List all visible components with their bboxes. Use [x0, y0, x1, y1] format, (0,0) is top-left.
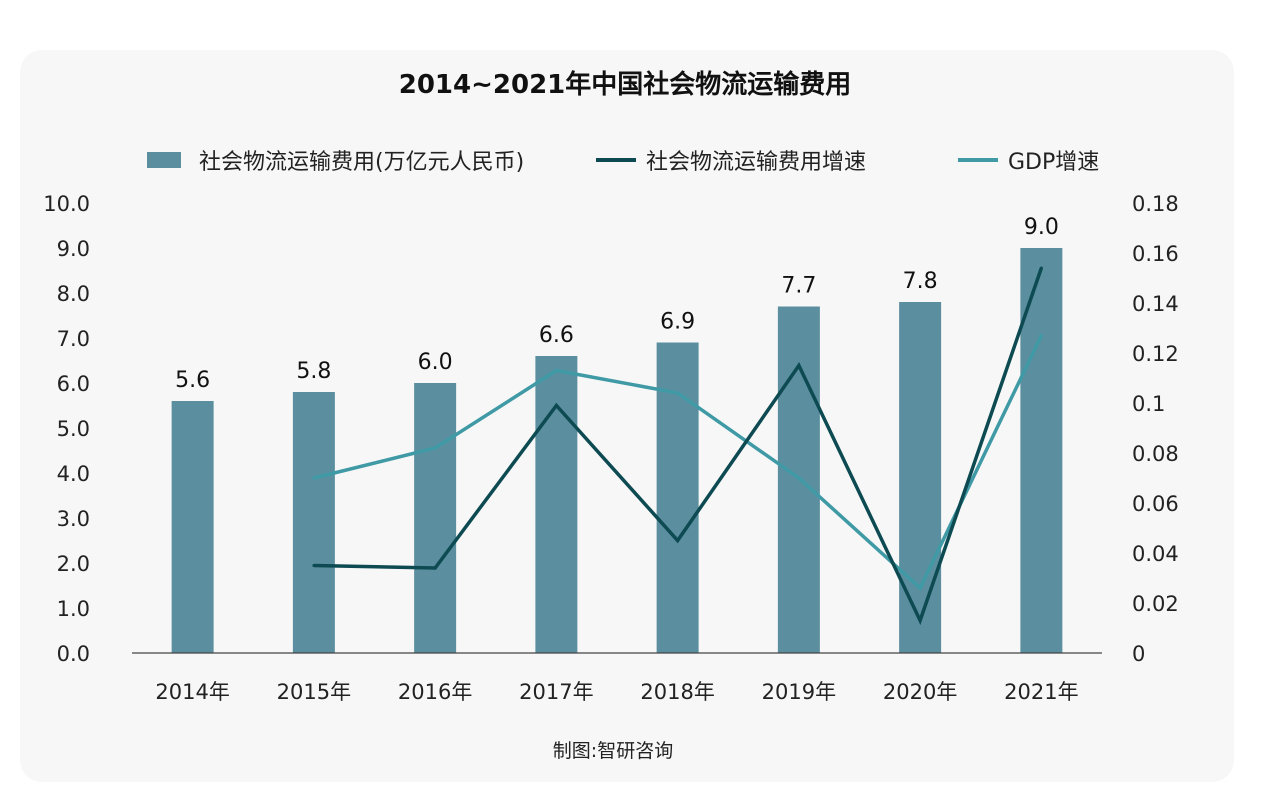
bar [535, 356, 578, 653]
point-cost-growth [433, 566, 437, 570]
bar [414, 383, 457, 653]
bar-data-label: 6.6 [539, 323, 574, 348]
point-cost-growth [676, 539, 680, 542]
bar [292, 392, 335, 653]
y-right-tick-label: 0 [1132, 642, 1145, 666]
legend-label-cost-growth: 社会物流运输费用增速 [646, 150, 867, 175]
point-gdp-growth [433, 446, 437, 450]
y-right-tick-label: 0.04 [1132, 542, 1179, 566]
y-right-tick-label: 0.02 [1132, 592, 1179, 616]
y-right-tick-label: 0.1 [1132, 392, 1165, 416]
chart-title: 2014~2021年中国社会物流运输费用 [398, 70, 852, 100]
y-left-tick-label: 2.0 [57, 552, 90, 576]
y-left-tick-label: 4.0 [57, 462, 90, 486]
point-gdp-growth [1039, 334, 1043, 337]
legend-swatch-gdp-growth [958, 158, 998, 162]
y-left-tick-label: 9.0 [57, 237, 90, 261]
x-tick-label: 2019年 [762, 680, 836, 704]
legend-item-cost: 社会物流运输费用(万亿元人民币) [147, 142, 524, 178]
point-cost-growth [1039, 266, 1043, 270]
x-tick-label: 2016年 [398, 680, 472, 704]
y-left-tick-label: 6.0 [57, 372, 90, 396]
y-left-tick-label: 0.0 [57, 642, 90, 666]
y-right-tick-label: 0.18 [1132, 192, 1179, 216]
bar-data-label: 6.9 [660, 310, 695, 335]
y-left-tick-label: 3.0 [57, 507, 90, 531]
point-gdp-growth [312, 476, 316, 480]
y-left-tick-label: 1.0 [57, 597, 90, 621]
legend-item-cost-growth: 社会物流运输费用增速 [596, 142, 866, 178]
x-tick-label: 2014年 [155, 680, 229, 704]
bar-data-label: 9.0 [1024, 215, 1059, 240]
bar [171, 401, 214, 653]
bar [899, 302, 942, 653]
bar-data-label: 6.0 [418, 350, 453, 375]
point-cost-growth [918, 619, 922, 622]
legend-label-cost: 社会物流运输费用(万亿元人民币) [199, 150, 525, 175]
y-left-tick-label: 10.0 [43, 192, 90, 216]
y-right-tick-label: 0.16 [1132, 242, 1179, 266]
point-gdp-growth [797, 476, 801, 480]
y-left-tick-label: 5.0 [57, 417, 90, 441]
bar-data-label: 7.8 [903, 269, 938, 294]
y-right-tick-label: 0.14 [1132, 292, 1179, 316]
x-tick-label: 2021年 [1004, 680, 1078, 704]
legend-item-gdp-growth: GDP增速 [958, 142, 1099, 178]
y-right-tick-label: 0.12 [1132, 342, 1179, 366]
chart-legend: 社会物流运输费用(万亿元人民币) 社会物流运输费用增速 GDP增速 [0, 142, 1264, 178]
point-cost-growth [312, 564, 316, 567]
legend-swatch-cost-growth [596, 158, 636, 162]
x-tick-label: 2017年 [519, 680, 593, 704]
x-tick-label: 2020年 [883, 680, 957, 704]
point-gdp-growth [554, 369, 558, 372]
x-tick-label: 2018年 [640, 680, 714, 704]
point-gdp-growth [676, 391, 680, 395]
legend-label-gdp-growth: GDP增速 [1008, 150, 1100, 175]
point-cost-growth [797, 364, 801, 367]
bar-data-label: 5.6 [175, 368, 210, 393]
bar-data-label: 5.8 [296, 359, 331, 384]
y-right-tick-label: 0.08 [1132, 442, 1179, 466]
bar-data-label: 7.7 [781, 274, 816, 299]
bar [1020, 248, 1063, 653]
x-tick-label: 2015年 [277, 680, 351, 704]
y-left-tick-label: 8.0 [57, 282, 90, 306]
legend-swatch-cost [147, 152, 181, 168]
source-note: 制图:智研咨询 [552, 740, 674, 762]
point-cost-growth [554, 404, 558, 407]
y-left-tick-label: 7.0 [57, 327, 90, 351]
point-gdp-growth [918, 586, 922, 590]
y-right-tick-label: 0.06 [1132, 492, 1179, 516]
